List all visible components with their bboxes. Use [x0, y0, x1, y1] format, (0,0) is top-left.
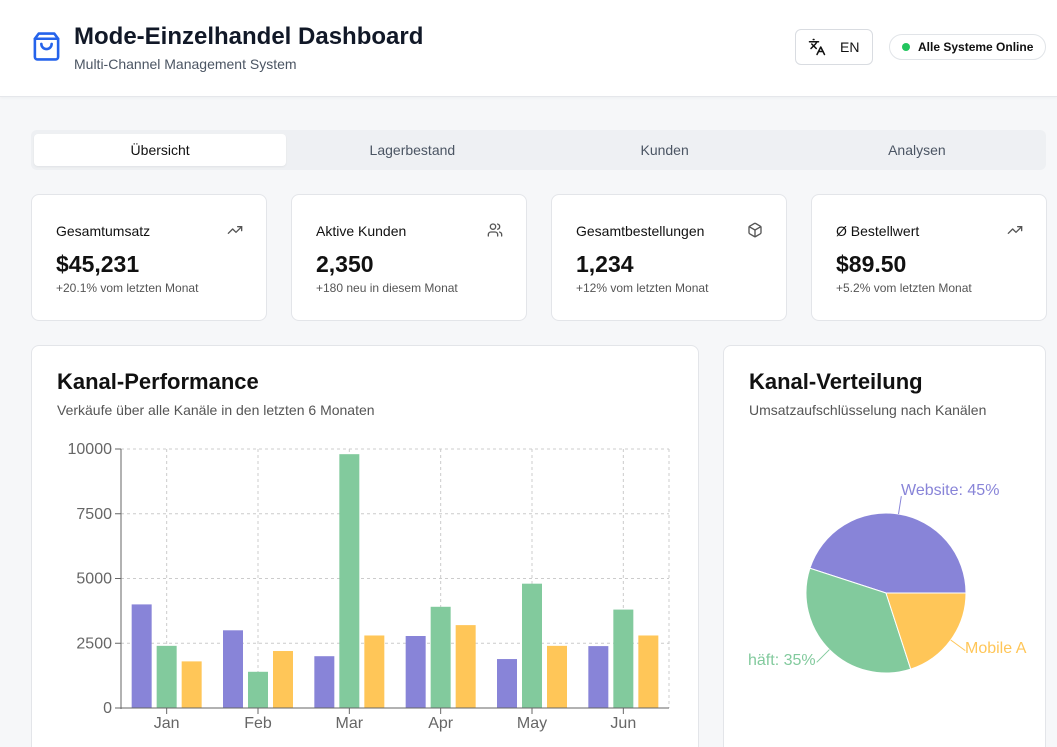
- channel-distribution-card: Kanal-Verteilung Umsatzaufschlüsselung n…: [723, 345, 1046, 747]
- bar: [223, 630, 243, 708]
- x-tick-label: Jan: [154, 715, 180, 732]
- y-tick-label: 0: [103, 700, 112, 717]
- bar: [455, 625, 476, 708]
- tab-customers[interactable]: Kunden: [640, 142, 689, 158]
- card-subtitle: Verkäufe über alle Kanäle in den letzten…: [57, 402, 375, 418]
- kpi-label: Ø Bestellwert: [836, 223, 920, 239]
- bar: [181, 661, 202, 708]
- y-tick-label: 7500: [76, 506, 112, 523]
- status-dot-icon: [902, 43, 910, 51]
- pie-label-line: [816, 649, 830, 663]
- translate-icon: [808, 38, 826, 56]
- x-tick-label: May: [517, 715, 547, 732]
- bar: [314, 656, 335, 708]
- trending-up-icon: [227, 226, 243, 234]
- kpi-card-revenue: Gesamtumsatz $45,231 +20.1% vom letzten …: [31, 194, 267, 321]
- x-tick-label: Feb: [244, 715, 272, 732]
- y-tick-label: 10000: [68, 441, 113, 458]
- bar: [364, 635, 385, 708]
- bar-chart: 0 2500 5000 7500 10000 Jan Feb Mar Apr May Jun: [68, 441, 670, 732]
- pie-slice: [809, 512, 967, 594]
- trending-up-icon: [1007, 226, 1023, 234]
- bar: [248, 671, 268, 708]
- kpi-value: $45,231: [56, 251, 140, 277]
- bar: [497, 659, 517, 708]
- pie-label: Mobile A: [965, 640, 1027, 657]
- kpi-note: +12% vom letzten Monat: [576, 281, 709, 295]
- users-icon: [487, 223, 503, 237]
- bar: [156, 645, 177, 708]
- kpi-note: +5.2% vom letzten Monat: [836, 281, 972, 295]
- page-title: Mode-Einzelhandel Dashboard: [74, 23, 424, 50]
- bar: [131, 604, 152, 708]
- bar: [613, 609, 634, 708]
- package-icon: [748, 222, 762, 238]
- kpi-label: Gesamtbestellungen: [576, 223, 705, 239]
- bar: [273, 651, 293, 708]
- card-subtitle: Umsatzaufschlüsselung nach Kanälen: [749, 402, 987, 418]
- language-label: EN: [840, 39, 860, 55]
- pie-label-line: [950, 639, 966, 652]
- tab-bar: Übersicht Lagerbestand Kunden Analysen: [31, 130, 1046, 170]
- bar: [588, 646, 609, 708]
- bar: [547, 645, 567, 708]
- x-tick-label: Apr: [428, 715, 454, 732]
- system-status-badge: Alle Systeme Online: [889, 34, 1046, 60]
- pie-label: häft: 35%: [748, 652, 816, 669]
- kpi-note: +20.1% vom letzten Monat: [56, 281, 199, 295]
- bar: [522, 583, 542, 708]
- bar: [638, 635, 659, 708]
- kpi-label: Aktive Kunden: [316, 223, 407, 239]
- tab-inventory[interactable]: Lagerbestand: [369, 142, 456, 158]
- tab-overview[interactable]: Übersicht: [34, 134, 287, 166]
- shopping-bag-icon: [33, 32, 60, 61]
- bar: [339, 454, 360, 708]
- y-tick-label: 2500: [76, 635, 112, 652]
- page-subtitle: Multi-Channel Management System: [74, 56, 297, 72]
- kpi-card-customers: Aktive Kunden 2,350 +180 neu in diesem M…: [291, 194, 527, 321]
- bar: [430, 606, 451, 708]
- kpi-value: $89.50: [836, 251, 907, 277]
- x-tick-label: Mar: [336, 715, 364, 732]
- y-tick-label: 5000: [76, 571, 112, 588]
- kpi-card-orders: Gesamtbestellungen 1,234 +12% vom letzte…: [551, 194, 787, 321]
- language-toggle-button[interactable]: EN: [795, 29, 873, 65]
- pie-label: Website: 45%: [901, 482, 999, 499]
- app-header: Mode-Einzelhandel Dashboard Multi-Channe…: [0, 0, 1057, 97]
- kpi-value: 2,350: [316, 251, 374, 277]
- channel-performance-card: Kanal-Performance Verkäufe über alle Kan…: [31, 345, 699, 747]
- kpi-label: Gesamtumsatz: [56, 223, 151, 239]
- kpi-note: +180 neu in diesem Monat: [316, 281, 458, 295]
- tab-analytics[interactable]: Analysen: [888, 142, 946, 158]
- status-text: Alle Systeme Online: [918, 40, 1034, 54]
- kpi-card-avg-order: Ø Bestellwert $89.50 +5.2% vom letzten M…: [811, 194, 1047, 321]
- card-title: Kanal-Verteilung: [749, 369, 923, 394]
- pie-chart: Website: 45% häft: 35% Mobile A: [748, 482, 1027, 674]
- kpi-value: 1,234: [576, 251, 634, 277]
- card-title: Kanal-Performance: [57, 369, 259, 394]
- pie-label-line: [898, 496, 902, 515]
- bar: [405, 635, 426, 708]
- x-tick-label: Jun: [610, 715, 636, 732]
